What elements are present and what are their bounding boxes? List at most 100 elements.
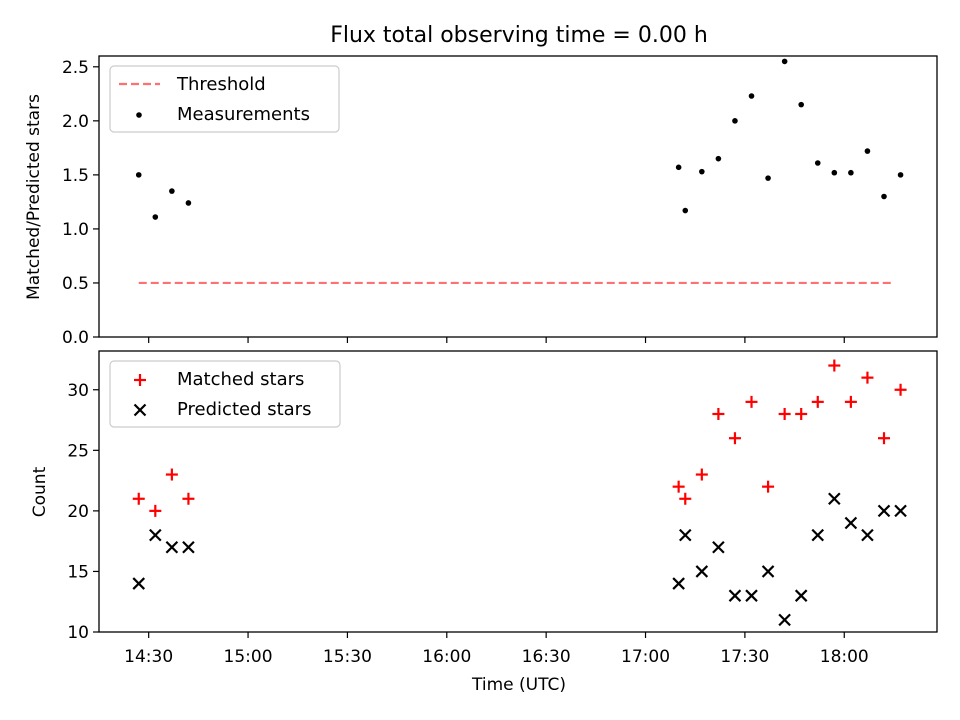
matched-star-point: [679, 492, 692, 505]
top-panel: 0.0 0.5 1.0 1.5 2.0 2.5 Matched/Predicted sta…: [24, 55, 938, 348]
bottom-y-tick-label: 25: [67, 441, 89, 461]
matched-star-point: [811, 395, 824, 408]
bottom-y-tick-label: 30: [67, 381, 89, 401]
x-tick-label: 17:30: [720, 647, 769, 667]
predicted-star-point: [678, 528, 692, 542]
measurement-point: [781, 58, 788, 65]
measurement-point: [699, 168, 705, 175]
measurement-point: [675, 164, 682, 171]
top-plot-frame: [98, 55, 938, 338]
legend-predicted-swatch: [133, 403, 147, 417]
matched-star-point: [745, 395, 758, 408]
measurement-point: [881, 193, 887, 200]
bottom-legend-box: [109, 360, 341, 428]
predicted-star-point: [149, 528, 162, 542]
measurement-point: [732, 118, 738, 124]
matched-star-point: [878, 432, 891, 445]
measurement-point: [848, 169, 854, 176]
bottom-marks: [132, 359, 907, 627]
predicted-star-point: [695, 565, 709, 578]
predicted-star-point: [861, 528, 874, 542]
legend-measurements-label: Measurements: [177, 104, 310, 125]
matched-star-point: [844, 395, 857, 408]
predicted-star-point: [728, 589, 742, 602]
measurement-point: [135, 172, 142, 178]
chart-title: Flux total observing time = 0.00 h: [330, 23, 708, 48]
predicted-star-point: [794, 589, 808, 602]
x-tick-label: 18:00: [820, 647, 869, 667]
bottom-y-tick-label: 10: [67, 623, 89, 643]
bottom-y-label: Count: [30, 466, 50, 517]
predicted-star-point: [761, 565, 775, 578]
legend-matched-marker: [134, 374, 146, 386]
top-x-ticks: [148, 337, 845, 343]
measurement-point: [798, 101, 804, 108]
x-tick-label: 15:00: [224, 647, 273, 667]
bottom-x-axis: 14:30 15:00 15:30 16:00 16:30 17:00 17:30 18:00: [124, 632, 869, 667]
bottom-y-tick-label: 20: [67, 502, 89, 522]
x-tick-label: 17:00: [621, 647, 670, 667]
predicted-star-point: [828, 492, 841, 506]
top-legend: Threshold Measurements: [109, 65, 340, 133]
predicted-star-point: [672, 577, 685, 590]
matched-star-point: [894, 383, 907, 396]
predicted-star-point: [844, 516, 858, 530]
predicted-star-point: [877, 504, 891, 518]
predicted-star-point: [894, 504, 907, 518]
legend-threshold-label: Threshold: [176, 74, 266, 95]
x-axis-label: Time (UTC): [471, 675, 566, 695]
top-y-tick-label: 0.5: [62, 274, 89, 294]
matched-star-point: [712, 407, 725, 420]
bottom-plot-frame: [98, 350, 938, 633]
measurement-point: [682, 207, 689, 214]
bottom-y-axis: 10 15 20 25 30: [67, 381, 99, 643]
top-y-tick-label: 2.0: [62, 112, 89, 132]
legend-predicted-label: Predicted stars: [177, 399, 311, 420]
predicted-star-point: [745, 589, 758, 602]
predicted-star-point: [132, 577, 146, 590]
measurement-point: [748, 93, 755, 99]
top-y-tick-label: 0.0: [62, 328, 89, 348]
x-tick-label: 16:30: [522, 647, 571, 667]
top-y-axis: 0.0 0.5 1.0 1.5 2.0 2.5: [62, 58, 99, 348]
measurement-point: [897, 172, 904, 178]
legend-matched-label: Matched stars: [177, 369, 304, 390]
bottom-legend: Matched stars Predicted stars: [109, 360, 341, 428]
legend-measurements-swatch: [136, 112, 142, 118]
matched-star-point: [132, 492, 145, 505]
matched-star-point: [672, 480, 685, 493]
legend-predicted-marker: [133, 403, 147, 417]
bottom-y-tick-label: 15: [67, 562, 89, 582]
x-tick-label: 14:30: [124, 647, 173, 667]
measurement-point: [152, 214, 159, 220]
matched-star-point: [828, 359, 841, 372]
measurement-point: [831, 169, 838, 176]
measurement-point: [185, 200, 192, 206]
matched-star-point: [762, 480, 775, 493]
predicted-star-point: [712, 540, 725, 554]
matched-star-point: [165, 468, 178, 481]
legend-matched-swatch: [134, 374, 146, 386]
x-tick-label: 16:00: [422, 647, 471, 667]
measurement-point: [864, 148, 871, 154]
top-y-tick-label: 1.5: [62, 166, 89, 186]
top-y-tick-label: 2.5: [62, 58, 89, 78]
top-marks: [135, 58, 904, 285]
matched-star-point: [861, 371, 874, 384]
matched-star-point: [795, 407, 808, 420]
top-y-tick-label: 1.0: [62, 220, 89, 240]
predicted-star-point: [165, 540, 179, 554]
matched-star-point: [728, 432, 741, 445]
bottom-panel: 10 15 20 25 30 14:30 15:00 15:30 16:00 16:30 17:0…: [30, 350, 938, 695]
top-y-label: Matched/Predicted stars: [24, 94, 44, 300]
measurement-point: [765, 175, 771, 181]
top-legend-box: [109, 65, 340, 133]
measurement-point: [814, 160, 821, 166]
measurement-point: [169, 188, 175, 194]
matched-star-point: [778, 407, 791, 420]
measurement-point: [715, 155, 722, 162]
matched-star-point: [695, 468, 708, 481]
predicted-star-point: [182, 540, 195, 554]
x-tick-label: 15:30: [323, 647, 372, 667]
